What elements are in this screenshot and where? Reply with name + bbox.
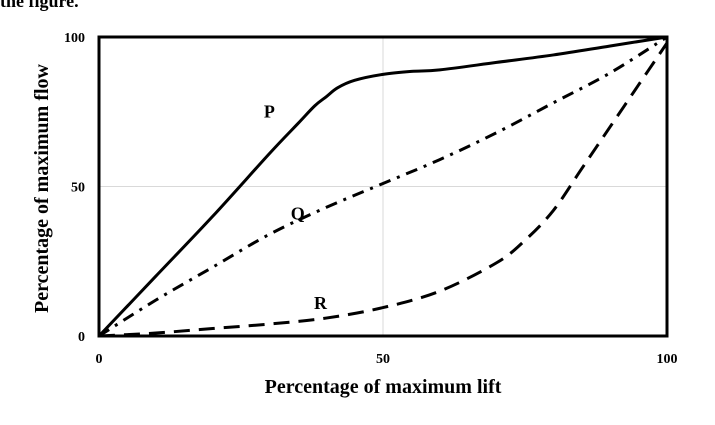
curve-label-r: R: [314, 293, 328, 313]
series-line-r: [98, 42, 669, 338]
curve-label-q: Q: [291, 203, 305, 223]
series-lines: [97, 35, 669, 338]
y-axis-title: Percentage of maximum flow: [31, 63, 53, 313]
tick-labels: 0 50 100 0 50 100: [64, 31, 678, 367]
curve-labels: P Q R: [264, 102, 328, 313]
grid-lines: [98, 36, 668, 337]
series-line-q: [98, 35, 668, 338]
x-tick-label: 100: [657, 352, 678, 367]
series-line-p: [97, 35, 668, 338]
y-tick-label: 100: [64, 31, 85, 46]
caption-fragment: the figure.: [0, 0, 79, 11]
y-tick-label: 0: [78, 330, 85, 345]
y-tick-label: 50: [71, 181, 85, 196]
x-axis-title: Percentage of maximum lift: [265, 376, 502, 398]
x-tick-label: 50: [376, 352, 390, 367]
x-tick-label: 0: [96, 352, 103, 367]
curve-label-p: P: [264, 102, 275, 122]
plot-area-border: [97, 35, 669, 338]
